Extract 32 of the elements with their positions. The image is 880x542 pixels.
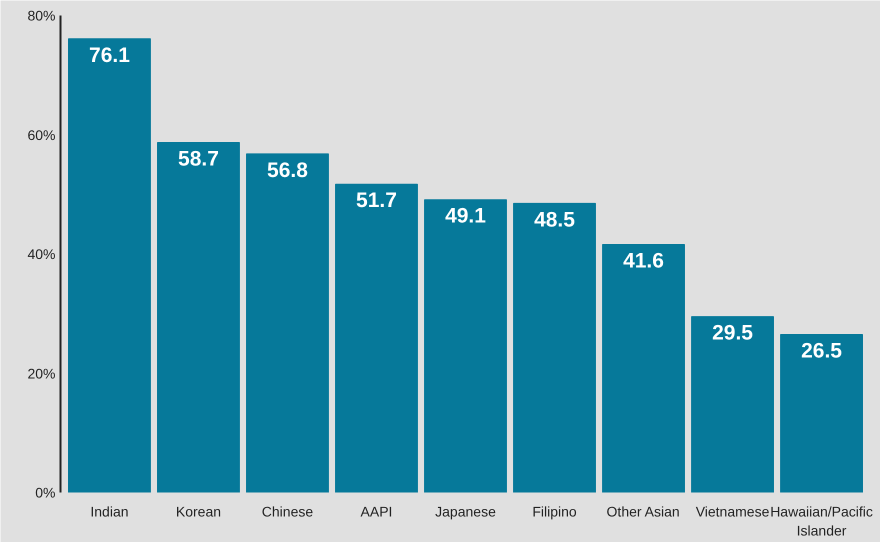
bar [335,184,418,492]
data-label: 76.1 [89,44,130,67]
x-tick-label: Other Asian [606,504,680,520]
bar [691,316,774,492]
x-tick-label: Hawaiian/Pacific Islander [770,504,873,539]
x-tick-label: Vietnamese [696,504,770,520]
bar [780,334,863,492]
x-tick-label: Chinese [262,504,314,520]
bar [513,202,596,492]
y-tick-label: 80% [27,8,56,24]
data-label: 49.1 [445,204,486,228]
data-label: 48.5 [534,208,576,232]
data-label: 51.7 [356,189,397,212]
x-tick-label: Japanese [435,504,496,520]
x-tick-label: AAPI [360,504,392,520]
x-tick-label: Filipino [532,504,577,520]
data-label: 29.5 [712,322,754,345]
y-tick-label: 0% [35,484,56,500]
data-label: 56.8 [267,158,308,182]
y-tick-label: 60% [27,126,56,143]
x-tick-label: Indian [90,504,129,520]
x-tick-label: Korean [176,504,222,520]
data-label: 41.6 [623,249,664,272]
bar [68,38,151,492]
data-label: 58.7 [178,148,219,170]
bar [246,153,329,492]
bar [424,199,507,492]
bar [602,244,685,492]
bar [157,142,240,492]
y-tick-label: 40% [27,246,56,262]
y-tick-label: 20% [27,365,56,382]
data-label: 26.5 [801,339,842,362]
